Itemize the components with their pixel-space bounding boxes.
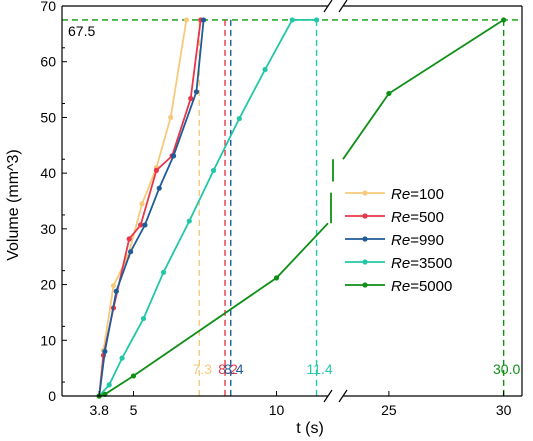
data-point-500	[188, 95, 194, 102]
y-tick-label: 40	[40, 165, 56, 181]
x-tick-label: 30	[496, 402, 512, 418]
series-line-3500	[98, 19, 317, 397]
axis-layer: 0 10 20 30 40 50 60 70 3.8 5 10 25 30	[40, 0, 523, 418]
data-point-5000	[130, 373, 137, 379]
reference-line-label: 67.5	[68, 23, 95, 39]
x-tick-label: 25	[381, 402, 397, 418]
y-tick-label: 70	[40, 0, 56, 14]
data-point-3500	[119, 355, 125, 361]
data-point-3500	[262, 66, 268, 73]
legend-marker-5000	[362, 282, 368, 288]
data-point-990	[200, 17, 207, 23]
data-point-3500	[160, 269, 167, 275]
axis-break-mark	[323, 0, 333, 13]
data-point-990	[102, 348, 108, 355]
legend-marker-3500	[362, 259, 368, 265]
series-line-100	[98, 19, 188, 397]
data-point-990	[142, 222, 148, 228]
data-point-990	[193, 89, 200, 95]
data-point-100	[168, 114, 174, 121]
data-point-990	[156, 185, 162, 191]
plot-area: 67.5	[62, 19, 522, 39]
data-point-3500	[106, 382, 112, 388]
legend-label-500: Re=500	[391, 209, 444, 226]
data-point-100	[110, 283, 117, 289]
legend: Re=100 Re=500 Re=990 Re=3500 Re=5000	[338, 178, 488, 302]
data-point-990	[170, 153, 177, 159]
data-point-5000	[273, 275, 280, 281]
y-tick-label: 20	[40, 277, 56, 293]
legend-marker-100	[362, 190, 368, 196]
axis-break-mark	[323, 389, 333, 403]
y-axis-label: Volume (mm^3)	[5, 149, 22, 261]
data-point-990	[113, 288, 119, 294]
data-point-3500	[236, 115, 242, 122]
data-point-3500	[289, 17, 295, 23]
y-tick-label: 60	[40, 54, 56, 70]
data-point-100	[183, 17, 190, 23]
data-point-5000	[501, 17, 507, 23]
end-time-label-500: 8.2	[218, 361, 238, 377]
end-time-label-100: 7.3	[193, 361, 213, 377]
x-tick-label: 3.8	[89, 402, 109, 418]
legend-label-990: Re=990	[391, 232, 444, 249]
data-point-500	[153, 167, 159, 173]
end-time-label-990: 8.4	[224, 361, 244, 377]
axis-break-mark	[338, 389, 348, 403]
y-tick-label: 0	[48, 388, 56, 404]
data-point-500	[126, 236, 132, 242]
y-tick-label: 10	[40, 332, 56, 348]
x-tick-label: 10	[269, 402, 285, 418]
legend-marker-500	[362, 213, 368, 219]
end-time-label-5000: 30.0	[493, 361, 520, 377]
legend-label-100: Re=100	[391, 186, 444, 203]
x-axis-label: t (s)	[296, 420, 324, 437]
data-point-500	[138, 222, 144, 228]
axis-break-mark	[338, 0, 348, 13]
legend-marker-990	[362, 236, 368, 242]
data-point-5000	[386, 90, 392, 97]
legend-label-3500: Re=3500	[391, 255, 452, 272]
series-layer: 7.3 8.28.4 11.4 30.0	[96, 17, 520, 399]
data-point-990	[128, 249, 134, 255]
legend-label-5000: Re=5000	[391, 278, 452, 295]
data-point-100	[139, 201, 145, 207]
x-tick-label: 5	[130, 402, 138, 418]
y-tick-label: 50	[40, 109, 56, 125]
y-tick-label: 30	[40, 221, 56, 237]
data-point-3500	[313, 17, 320, 23]
data-point-3500	[186, 218, 192, 224]
data-point-3500	[210, 167, 217, 173]
end-time-label-3500: 11.4	[306, 361, 332, 377]
data-point-3500	[140, 315, 147, 322]
